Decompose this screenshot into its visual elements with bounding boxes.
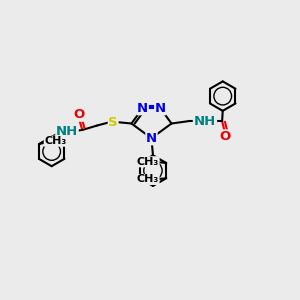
Text: NH: NH	[56, 125, 78, 138]
Text: CH₃: CH₃	[137, 174, 159, 184]
Text: N: N	[155, 102, 166, 115]
Text: N: N	[146, 132, 157, 145]
Text: N: N	[137, 102, 148, 115]
Text: NH: NH	[194, 115, 217, 128]
Text: O: O	[73, 108, 84, 121]
Text: CH₃: CH₃	[44, 136, 67, 146]
Text: N: N	[194, 115, 204, 128]
Text: S: S	[108, 116, 118, 128]
Text: H: H	[199, 115, 209, 128]
Text: CH₃: CH₃	[137, 157, 159, 167]
Text: O: O	[220, 130, 231, 143]
